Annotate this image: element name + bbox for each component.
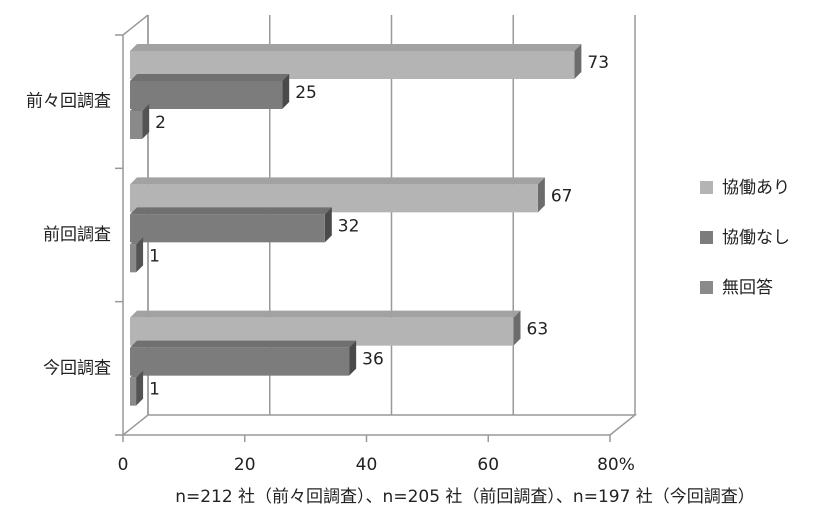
value-label: 25 xyxy=(295,83,317,103)
bar-side xyxy=(142,104,150,139)
legend-label: 協働なし xyxy=(722,228,790,248)
bar-side xyxy=(136,237,144,273)
bar xyxy=(130,377,137,406)
bar-top xyxy=(130,370,144,378)
bar xyxy=(130,347,350,376)
x-tick-label: 0 xyxy=(118,455,129,475)
y-tick-label: 前回調査 xyxy=(43,225,111,245)
legend-label: 協働あり xyxy=(722,178,790,198)
footnote: n=212 社（前々回調査）、n=205 社（前回調査）、n=197 社（今回調… xyxy=(175,487,755,507)
bar-side xyxy=(513,310,521,346)
bar-top xyxy=(130,310,521,318)
bar-side xyxy=(349,340,357,376)
bar xyxy=(130,214,325,243)
value-label: 2 xyxy=(155,113,166,133)
bar-top xyxy=(130,74,290,81)
y-tick-label: 今回調査 xyxy=(43,358,111,378)
legend-swatch xyxy=(700,231,713,244)
floor xyxy=(120,414,638,436)
bar-side xyxy=(282,74,290,109)
x-tick-label: 20 xyxy=(234,455,256,475)
bar xyxy=(130,111,143,139)
bar-top xyxy=(130,104,150,111)
x-tick-label: 40 xyxy=(356,455,378,475)
value-label: 63 xyxy=(527,320,549,340)
value-label: 67 xyxy=(551,186,573,206)
value-label: 1 xyxy=(149,380,160,400)
x-tick-label: 60 xyxy=(477,455,499,475)
value-label: 32 xyxy=(338,216,360,236)
bar-side xyxy=(574,44,582,79)
value-label: 1 xyxy=(149,246,160,266)
bar-top xyxy=(130,207,332,215)
bar-top xyxy=(130,177,545,185)
bar xyxy=(130,81,283,109)
bar xyxy=(130,244,137,273)
legend-swatch xyxy=(700,281,713,294)
legend-swatch xyxy=(700,181,713,194)
y-tick-label: 前々回調査 xyxy=(26,92,111,112)
value-label: 73 xyxy=(587,53,609,73)
bar-side xyxy=(136,370,144,406)
bar-top xyxy=(130,237,144,245)
bar-side xyxy=(537,177,545,213)
side-wall xyxy=(122,14,149,36)
bar-top xyxy=(130,340,357,348)
bar-side xyxy=(324,207,332,243)
x-tick-label: 80% xyxy=(597,455,635,475)
legend-label: 無回答 xyxy=(722,278,773,298)
bar-top xyxy=(130,44,582,51)
value-label: 36 xyxy=(362,350,384,370)
